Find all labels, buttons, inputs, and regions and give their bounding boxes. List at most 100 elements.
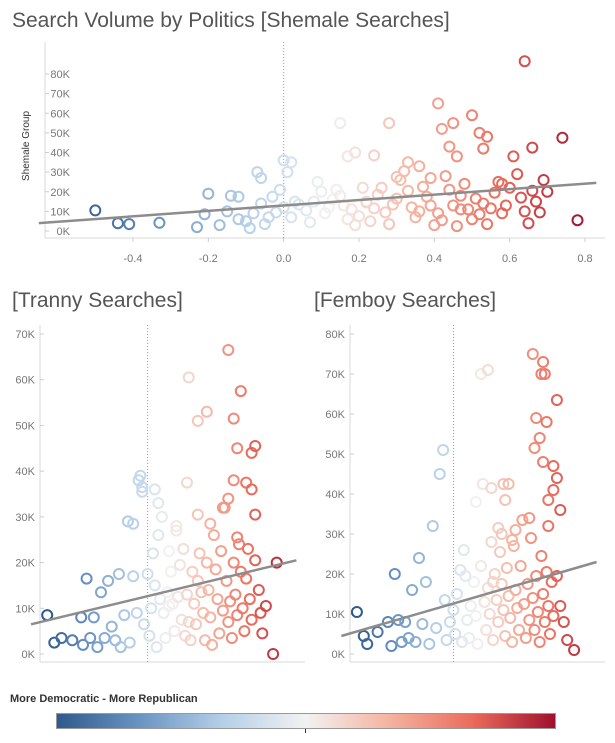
- data-point[interactable]: [450, 588, 463, 600]
- data-point[interactable]: [518, 205, 531, 218]
- data-point[interactable]: [561, 634, 574, 646]
- data-point[interactable]: [481, 218, 494, 231]
- data-point[interactable]: [522, 217, 535, 230]
- data-point[interactable]: [213, 219, 226, 232]
- data-point[interactable]: [368, 202, 381, 215]
- data-point[interactable]: [440, 634, 453, 646]
- data-point[interactable]: [550, 394, 563, 406]
- data-point[interactable]: [417, 180, 429, 193]
- data-point[interactable]: [368, 149, 381, 162]
- data-point[interactable]: [375, 181, 388, 194]
- data-point[interactable]: [435, 214, 448, 227]
- data-point[interactable]: [240, 572, 253, 585]
- data-point[interactable]: [170, 524, 183, 537]
- data-point[interactable]: [184, 634, 197, 647]
- data-point[interactable]: [416, 618, 429, 630]
- data-point[interactable]: [530, 195, 542, 208]
- data-point[interactable]: [204, 517, 217, 530]
- data-point[interactable]: [500, 562, 513, 574]
- data-point[interactable]: [499, 630, 512, 642]
- data-point[interactable]: [454, 203, 467, 216]
- data-point[interactable]: [435, 122, 448, 135]
- data-point[interactable]: [507, 540, 520, 552]
- data-point[interactable]: [227, 474, 240, 487]
- data-point[interactable]: [245, 613, 258, 626]
- data-point[interactable]: [147, 547, 159, 560]
- data-point[interactable]: [531, 606, 544, 618]
- data-point[interactable]: [371, 626, 384, 638]
- data-point[interactable]: [111, 217, 124, 230]
- data-point[interactable]: [535, 368, 548, 380]
- data-point[interactable]: [163, 600, 176, 612]
- data-point[interactable]: [242, 542, 254, 555]
- data-point[interactable]: [232, 213, 245, 226]
- data-point[interactable]: [488, 568, 501, 580]
- plot-tranny[interactable]: 0K 10K 20K 30K 40K 50K 60K 70K: [15, 325, 305, 663]
- data-point[interactable]: [554, 504, 567, 516]
- data-point[interactable]: [388, 568, 401, 580]
- data-point[interactable]: [164, 565, 177, 578]
- data-point[interactable]: [557, 616, 570, 628]
- data-point[interactable]: [87, 611, 100, 624]
- data-point[interactable]: [462, 203, 475, 216]
- data-point[interactable]: [518, 598, 531, 610]
- data-point[interactable]: [504, 612, 517, 624]
- data-point[interactable]: [449, 628, 462, 640]
- data-point[interactable]: [130, 606, 143, 619]
- data-point[interactable]: [447, 117, 460, 130]
- data-point[interactable]: [243, 593, 256, 606]
- data-point[interactable]: [136, 481, 149, 494]
- data-point[interactable]: [533, 636, 546, 648]
- data-point[interactable]: [502, 478, 515, 490]
- data-point[interactable]: [138, 618, 150, 631]
- data-point[interactable]: [84, 632, 97, 644]
- data-point[interactable]: [478, 596, 491, 608]
- data-point[interactable]: [402, 156, 414, 169]
- data-point[interactable]: [379, 206, 392, 219]
- data-point[interactable]: [163, 545, 176, 558]
- data-point[interactable]: [464, 600, 477, 612]
- data-point[interactable]: [200, 405, 213, 418]
- data-point[interactable]: [98, 632, 111, 644]
- data-point[interactable]: [80, 572, 93, 585]
- data-point[interactable]: [571, 214, 584, 227]
- data-point[interactable]: [568, 644, 581, 656]
- data-point[interactable]: [497, 604, 510, 616]
- data-point[interactable]: [466, 109, 478, 122]
- data-point[interactable]: [345, 203, 358, 216]
- data-point[interactable]: [490, 594, 503, 606]
- data-point[interactable]: [157, 606, 170, 619]
- data-point[interactable]: [114, 641, 127, 654]
- data-point[interactable]: [547, 484, 560, 496]
- data-point[interactable]: [413, 205, 426, 218]
- data-point[interactable]: [229, 588, 242, 601]
- data-point[interactable]: [484, 202, 497, 215]
- data-point[interactable]: [533, 432, 546, 444]
- data-point[interactable]: [383, 218, 396, 231]
- data-point[interactable]: [402, 184, 414, 197]
- data-point[interactable]: [488, 186, 501, 199]
- data-point[interactable]: [519, 632, 532, 644]
- data-point[interactable]: [285, 211, 298, 224]
- data-point[interactable]: [409, 211, 422, 224]
- data-point[interactable]: [89, 204, 102, 217]
- data-point[interactable]: [341, 213, 354, 226]
- data-point[interactable]: [136, 485, 149, 498]
- data-point[interactable]: [191, 508, 204, 521]
- data-point[interactable]: [273, 183, 286, 196]
- data-point[interactable]: [254, 606, 267, 619]
- data-point[interactable]: [473, 208, 486, 221]
- data-point[interactable]: [155, 510, 168, 523]
- data-point[interactable]: [202, 187, 215, 200]
- data-point[interactable]: [495, 528, 508, 540]
- data-point[interactable]: [450, 150, 463, 163]
- data-point[interactable]: [424, 199, 437, 212]
- data-point[interactable]: [437, 444, 450, 456]
- data-point[interactable]: [186, 565, 199, 578]
- data-point[interactable]: [494, 546, 506, 558]
- data-point[interactable]: [538, 616, 551, 628]
- data-point[interactable]: [475, 560, 487, 572]
- data-point[interactable]: [497, 478, 510, 490]
- data-point[interactable]: [550, 472, 563, 484]
- data-point[interactable]: [123, 636, 136, 649]
